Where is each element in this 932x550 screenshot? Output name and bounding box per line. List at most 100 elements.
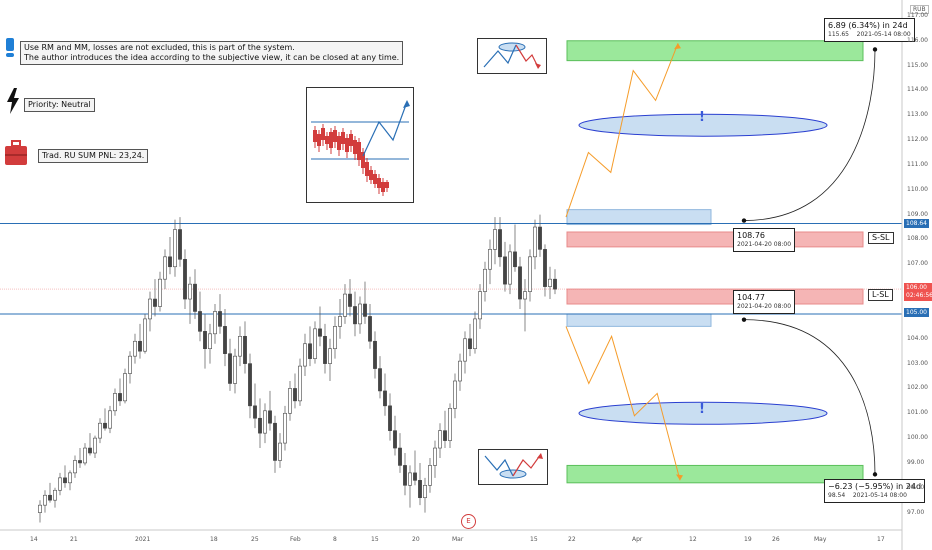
candle [473, 311, 477, 354]
candle-body-down [198, 311, 202, 332]
short-entry-tooltip: 108.76 2021-04-20 08:00 [733, 228, 796, 252]
candle [528, 249, 532, 302]
stop-zone-short [566, 231, 864, 248]
candle [483, 261, 487, 302]
candle [283, 405, 287, 451]
candle-body-up [313, 328, 317, 359]
target-zone-down [566, 464, 864, 484]
candle [443, 410, 447, 449]
plot-background [0, 0, 902, 530]
candle [223, 308, 227, 367]
candle [288, 380, 292, 421]
candle [323, 323, 327, 374]
candle-body-up [448, 408, 452, 441]
candle [193, 269, 197, 319]
x-axis-tick-label: 21 [70, 536, 78, 543]
candle [423, 477, 427, 513]
candle [363, 281, 367, 324]
pattern-thumbnail-bottom [478, 449, 548, 485]
candle [178, 217, 182, 267]
y-axis-tick-label: 113.00 [907, 111, 928, 119]
candle-body-up [108, 410, 112, 429]
long-entry-time: 2021-04-20 08:00 [737, 303, 792, 310]
pattern-thumbnail-main [306, 87, 414, 203]
stop-zone-long [566, 288, 864, 305]
candle-body-down [363, 303, 367, 317]
candle-body-down [498, 229, 502, 258]
x-axis-tick-label: Apr [632, 536, 643, 543]
candle [518, 256, 522, 309]
candle-body-down [513, 251, 517, 268]
candle [123, 368, 127, 404]
up-target-tooltip: 6.89 (6.34%) in 24d 115.65 2021-05-14 08… [824, 18, 915, 42]
x-axis-tick-label: Feb [290, 536, 301, 543]
candle [358, 296, 362, 334]
candle [418, 462, 422, 506]
candle [548, 266, 552, 300]
candle-body-up [453, 380, 457, 409]
candle-body-down [183, 259, 187, 300]
up-target-change: 6.89 (6.34%) in 24d [828, 21, 908, 30]
candle-body-up [113, 393, 117, 412]
event-marker[interactable]: E [461, 514, 476, 529]
candle [153, 279, 157, 317]
candle [253, 383, 257, 429]
candle-body-up [303, 343, 307, 367]
candle-body-up [428, 465, 432, 486]
candle-body-down [418, 480, 422, 499]
short-entry-time: 2021-04-20 08:00 [737, 241, 792, 248]
candle [48, 482, 52, 503]
candle [388, 393, 392, 441]
candle-body-down [378, 368, 382, 392]
candle-body-up [488, 249, 492, 270]
candle [128, 351, 132, 384]
candle [78, 448, 82, 468]
current-price-value: 106.00 [906, 284, 927, 291]
candle-body-up [298, 365, 302, 402]
candle-body-down [373, 340, 377, 369]
y-axis-tick-label: 99.00 [907, 458, 925, 466]
candle-body-up [463, 338, 467, 362]
exclamation-marker-up: ! [699, 110, 705, 125]
candle-body-down [293, 388, 297, 402]
candle-body-up [263, 410, 267, 434]
candle [63, 465, 67, 488]
long-stop-tag: L-SL [868, 289, 893, 301]
candle [138, 323, 142, 359]
candle [523, 279, 527, 332]
forecast-path-up [565, 43, 679, 218]
candle [238, 326, 242, 367]
candle-body-up [288, 388, 292, 414]
candle [508, 244, 512, 295]
candle [338, 299, 342, 339]
x-axis-tick-label: 22 [568, 536, 576, 543]
y-axis-tick-label: 108.00 [907, 235, 928, 243]
candle [103, 408, 107, 431]
candle-body-up [128, 355, 132, 374]
y-axis-tick-label: 114.00 [907, 86, 928, 94]
candle-body-down [103, 422, 107, 429]
candle [158, 271, 162, 312]
x-axis-tick-label: 14 [30, 536, 38, 543]
candle [273, 415, 277, 473]
candle [53, 487, 57, 508]
candle-body-down [178, 229, 182, 260]
candle-body-up [283, 412, 287, 444]
candle [333, 316, 337, 359]
candle [108, 405, 112, 434]
candle-body-down [228, 353, 232, 384]
y-axis-tick-label: 103.00 [907, 359, 928, 367]
candle [243, 321, 247, 374]
candle-body-down [538, 226, 542, 250]
projection-start-dot-up [741, 218, 747, 223]
upper-level-tag: 108.64 [904, 219, 929, 228]
target-zone-up [566, 40, 864, 62]
candle-body-down [368, 316, 372, 342]
short-stop-tag: S-SL [868, 232, 894, 244]
candle-body-up [438, 430, 442, 449]
candle [313, 321, 317, 364]
risk-note-line1: Use RM and MM, losses are not excluded, … [24, 43, 295, 52]
pattern-thumbnail-top [477, 38, 547, 74]
candle-body-up [143, 318, 147, 352]
